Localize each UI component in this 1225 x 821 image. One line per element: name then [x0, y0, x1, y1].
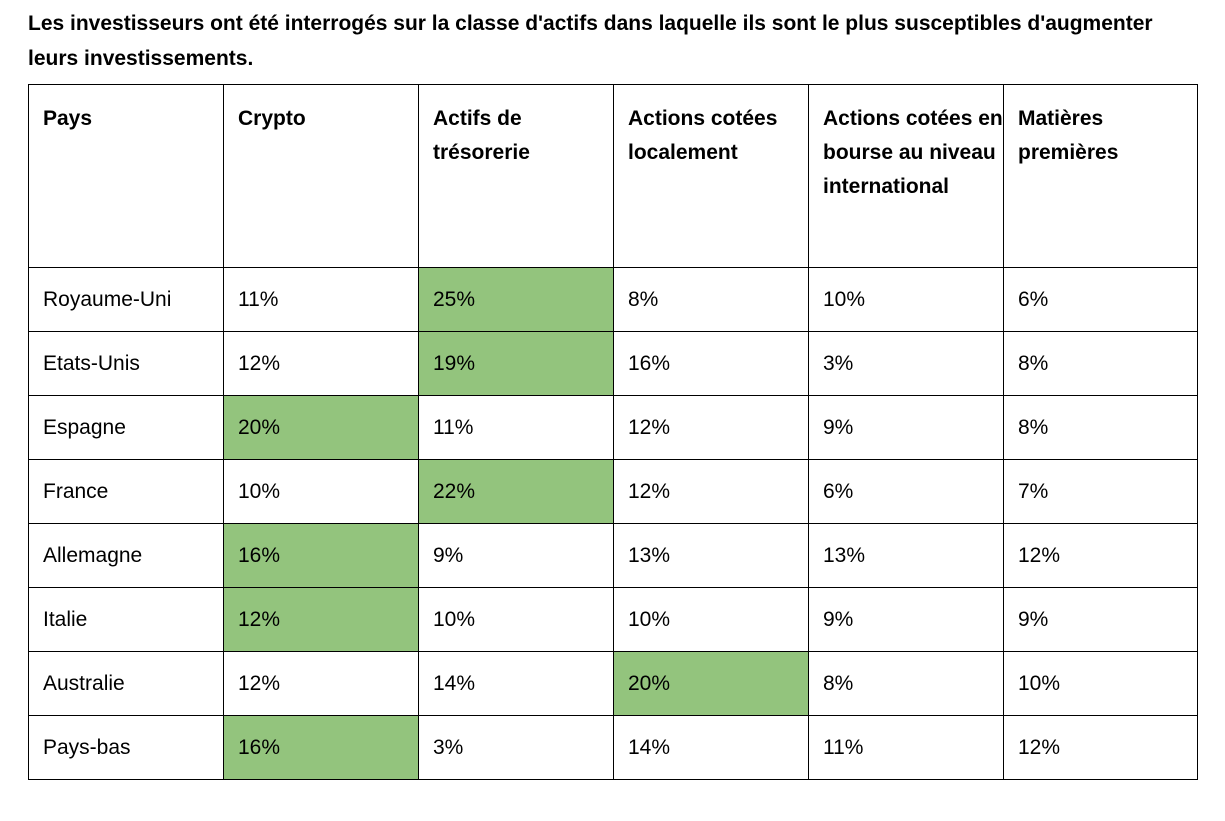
- table-row: Espagne 20% 11% 12% 9% 8%: [28, 395, 1198, 460]
- table-row: France 10% 22% 12% 6% 7%: [28, 459, 1198, 524]
- table-cell: Italie: [28, 587, 224, 652]
- header-row: Pays Crypto Actifs de trésorerie Actions…: [28, 84, 1198, 268]
- column-header-matieres-premieres: Matières premières: [1003, 84, 1198, 268]
- table-cell: 3%: [418, 715, 614, 780]
- table-body: Royaume-Uni 11% 25% 8% 10% 6% Etats-Unis…: [28, 267, 1198, 780]
- table-row: Australie 12% 14% 20% 8% 10%: [28, 651, 1198, 716]
- table-cell: 6%: [808, 459, 1004, 524]
- table-cell: 10%: [418, 587, 614, 652]
- table-cell: 14%: [418, 651, 614, 716]
- table-cell: 7%: [1003, 459, 1198, 524]
- table-cell: 9%: [418, 523, 614, 588]
- table-cell: 12%: [1003, 523, 1198, 588]
- table-cell: 10%: [223, 459, 419, 524]
- table-cell: 11%: [223, 267, 419, 332]
- table-cell: 8%: [1003, 331, 1198, 396]
- table-cell: 8%: [1003, 395, 1198, 460]
- table-row: Allemagne 16% 9% 13% 13% 12%: [28, 523, 1198, 588]
- table-row: Etats-Unis 12% 19% 16% 3% 8%: [28, 331, 1198, 396]
- table-cell: 10%: [1003, 651, 1198, 716]
- data-table: Pays Crypto Actifs de trésorerie Actions…: [28, 84, 1198, 780]
- table-cell: 25%: [418, 267, 614, 332]
- table-cell: 22%: [418, 459, 614, 524]
- table-cell: 13%: [613, 523, 809, 588]
- table-cell: 9%: [808, 587, 1004, 652]
- table-cell: 11%: [808, 715, 1004, 780]
- table-row: Pays-bas 16% 3% 14% 11% 12%: [28, 715, 1198, 780]
- table-cell: Australie: [28, 651, 224, 716]
- table-cell: 8%: [808, 651, 1004, 716]
- table-cell: Etats-Unis: [28, 331, 224, 396]
- table-cell: 11%: [418, 395, 614, 460]
- table-cell: Allemagne: [28, 523, 224, 588]
- table-cell: 10%: [808, 267, 1004, 332]
- table-cell: 16%: [223, 715, 419, 780]
- table-cell: 8%: [613, 267, 809, 332]
- table-cell: 12%: [223, 587, 419, 652]
- table-cell: Espagne: [28, 395, 224, 460]
- table-cell: 9%: [1003, 587, 1198, 652]
- table-cell: 9%: [808, 395, 1004, 460]
- table-cell: 16%: [613, 331, 809, 396]
- table-cell: 19%: [418, 331, 614, 396]
- table-cell: 6%: [1003, 267, 1198, 332]
- table-cell: 20%: [223, 395, 419, 460]
- column-header-actions-internationales: Actions cotées en bourse au niveau inter…: [808, 84, 1004, 268]
- page-title: Les investisseurs ont été interrogés sur…: [28, 12, 1153, 70]
- table-cell: 16%: [223, 523, 419, 588]
- table-cell: 20%: [613, 651, 809, 716]
- column-header-actifs-de-tresorerie: Actifs de trésorerie: [418, 84, 614, 268]
- table-cell: 12%: [223, 651, 419, 716]
- table-row: Royaume-Uni 11% 25% 8% 10% 6%: [28, 267, 1198, 332]
- table-cell: 12%: [613, 459, 809, 524]
- column-header-actions-locales: Actions cotées localement: [613, 84, 809, 268]
- table-cell: 14%: [613, 715, 809, 780]
- table-cell: Royaume-Uni: [28, 267, 224, 332]
- table-cell: France: [28, 459, 224, 524]
- column-header-pays: Pays: [28, 84, 224, 268]
- table-cell: 13%: [808, 523, 1004, 588]
- table-cell: 12%: [223, 331, 419, 396]
- table-row: Italie 12% 10% 10% 9% 9%: [28, 587, 1198, 652]
- column-header-crypto: Crypto: [223, 84, 419, 268]
- table-cell: Pays-bas: [28, 715, 224, 780]
- table-cell: 10%: [613, 587, 809, 652]
- table-cell: 12%: [613, 395, 809, 460]
- table-cell: 12%: [1003, 715, 1198, 780]
- table-cell: 3%: [808, 331, 1004, 396]
